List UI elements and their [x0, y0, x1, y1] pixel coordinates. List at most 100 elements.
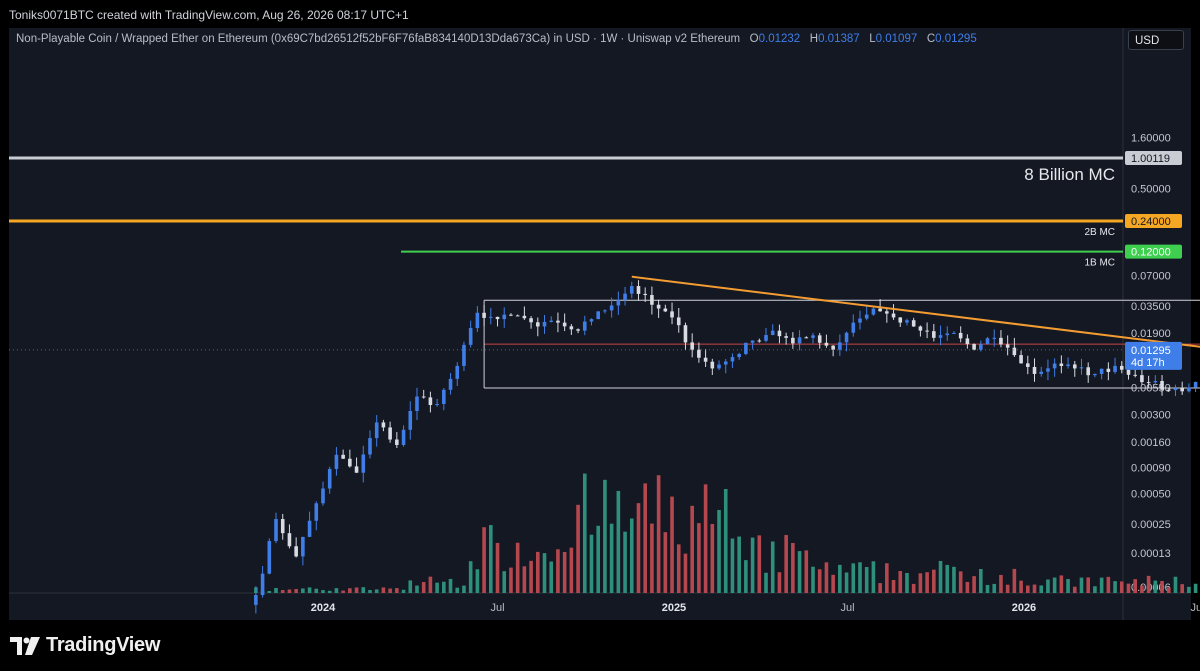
- y-tick-label: 0.50000: [1131, 184, 1171, 196]
- candle-body: [448, 378, 453, 390]
- volume-bar: [858, 562, 862, 593]
- volume-bar: [280, 590, 285, 593]
- candle-body: [858, 318, 862, 323]
- candle-body: [1106, 368, 1111, 372]
- candle-body: [327, 468, 332, 489]
- volume-bar: [354, 587, 359, 593]
- candle-body: [629, 286, 634, 294]
- volume-bar: [556, 549, 560, 593]
- volume-bar: [314, 588, 319, 593]
- volume-bar: [1113, 581, 1117, 593]
- volume-bar: [1153, 580, 1158, 593]
- level-price-badge: [1125, 244, 1182, 259]
- x-tick-label: Jul: [1190, 602, 1200, 614]
- volume-bar: [663, 532, 668, 593]
- volume-bar: [1173, 576, 1178, 593]
- volume-bar: [871, 561, 876, 593]
- volume-bar: [844, 572, 849, 593]
- candle-body: [482, 312, 486, 318]
- candle-body: [1153, 380, 1158, 383]
- volume-bar: [455, 587, 460, 593]
- volume-bar: [468, 561, 473, 593]
- volume-bar: [1072, 586, 1077, 593]
- volume-bar: [408, 580, 413, 593]
- chart-canvas[interactable]: 1.60000 0.50000 0.07000 0.03500 0.01900 0.005…: [0, 0, 1200, 620]
- candle-body: [435, 403, 439, 406]
- candle-body: [885, 311, 889, 314]
- level-price-badge: [1125, 214, 1182, 229]
- volume-bar: [401, 589, 406, 593]
- volume-bar: [757, 535, 762, 593]
- volume-bar: [764, 572, 768, 593]
- candle-body: [1119, 365, 1124, 370]
- volume-bar: [1180, 584, 1184, 593]
- candle-body: [723, 361, 728, 365]
- candle-body: [556, 320, 560, 323]
- candle-body: [764, 335, 768, 341]
- candle-body: [1005, 344, 1010, 348]
- y-tick-label: 0.00160: [1131, 437, 1171, 449]
- candle-body: [1113, 365, 1117, 372]
- volume-bar: [932, 569, 936, 593]
- candle-body: [750, 340, 755, 343]
- market-cap-annotation: 2B MC: [1084, 227, 1115, 238]
- candle-body: [428, 397, 433, 406]
- close-label: C: [926, 33, 936, 45]
- candle-body: [938, 335, 943, 338]
- volume-bar: [428, 576, 433, 593]
- candle-body: [905, 320, 909, 323]
- volume-bar: [703, 484, 708, 593]
- volume-bar: [502, 571, 507, 593]
- candle-body: [979, 344, 983, 350]
- symbol-legend[interactable]: Non-Playable Coin / Wrapped Ether on Eth…: [16, 33, 977, 45]
- chart-panel[interactable]: [9, 28, 1191, 620]
- volume-bar: [1133, 579, 1137, 593]
- volume-bar: [1079, 577, 1084, 593]
- footer: TradingView: [0, 620, 1200, 671]
- volume-bar: [522, 566, 527, 593]
- y-tick-label: 0.00300: [1131, 409, 1171, 421]
- volume-bar: [596, 525, 601, 593]
- y-tick-label: 0.01900: [1131, 328, 1171, 340]
- candle-body: [958, 332, 963, 339]
- volume-bar: [737, 536, 741, 593]
- x-tick-label: Jul: [840, 602, 854, 614]
- candle-body: [542, 321, 547, 327]
- candle-body: [972, 344, 976, 350]
- volume-bar: [616, 490, 621, 593]
- candle-body: [1072, 364, 1077, 369]
- volume-bar: [979, 569, 983, 593]
- volume-bar: [589, 534, 594, 593]
- candle-body: [697, 349, 701, 358]
- candle-body: [455, 365, 460, 379]
- volume-bar: [636, 503, 641, 593]
- volume-bar: [274, 588, 278, 593]
- volume-bar: [495, 542, 500, 593]
- volume-bar: [1193, 583, 1198, 593]
- candle-body: [381, 422, 386, 428]
- volume-bar: [938, 560, 943, 593]
- candle-body: [401, 429, 406, 445]
- close-value: 0.01295: [935, 33, 977, 45]
- candle-body: [650, 295, 654, 305]
- high-value: 0.01387: [818, 33, 860, 45]
- volume-bar: [569, 547, 574, 593]
- candle-body: [730, 357, 735, 362]
- currency-selector[interactable]: USD: [1128, 30, 1184, 50]
- volume-bar: [348, 588, 352, 593]
- volume-bar: [1099, 577, 1104, 593]
- x-tick-label: Jul: [490, 602, 504, 614]
- tradingview-logo[interactable]: TradingView: [10, 634, 160, 657]
- candle-body: [1079, 367, 1084, 369]
- candle-body: [582, 321, 587, 331]
- candle-body: [1039, 371, 1044, 374]
- candle-body: [515, 315, 520, 317]
- volume-bar: [885, 563, 889, 593]
- volume-bar: [643, 483, 647, 593]
- candle-body: [361, 454, 366, 473]
- tradingview-logo-icon: [10, 636, 40, 655]
- candle-body: [596, 311, 601, 320]
- volume-bar: [1086, 577, 1091, 593]
- candle-body: [562, 322, 567, 327]
- candle-body: [468, 328, 473, 345]
